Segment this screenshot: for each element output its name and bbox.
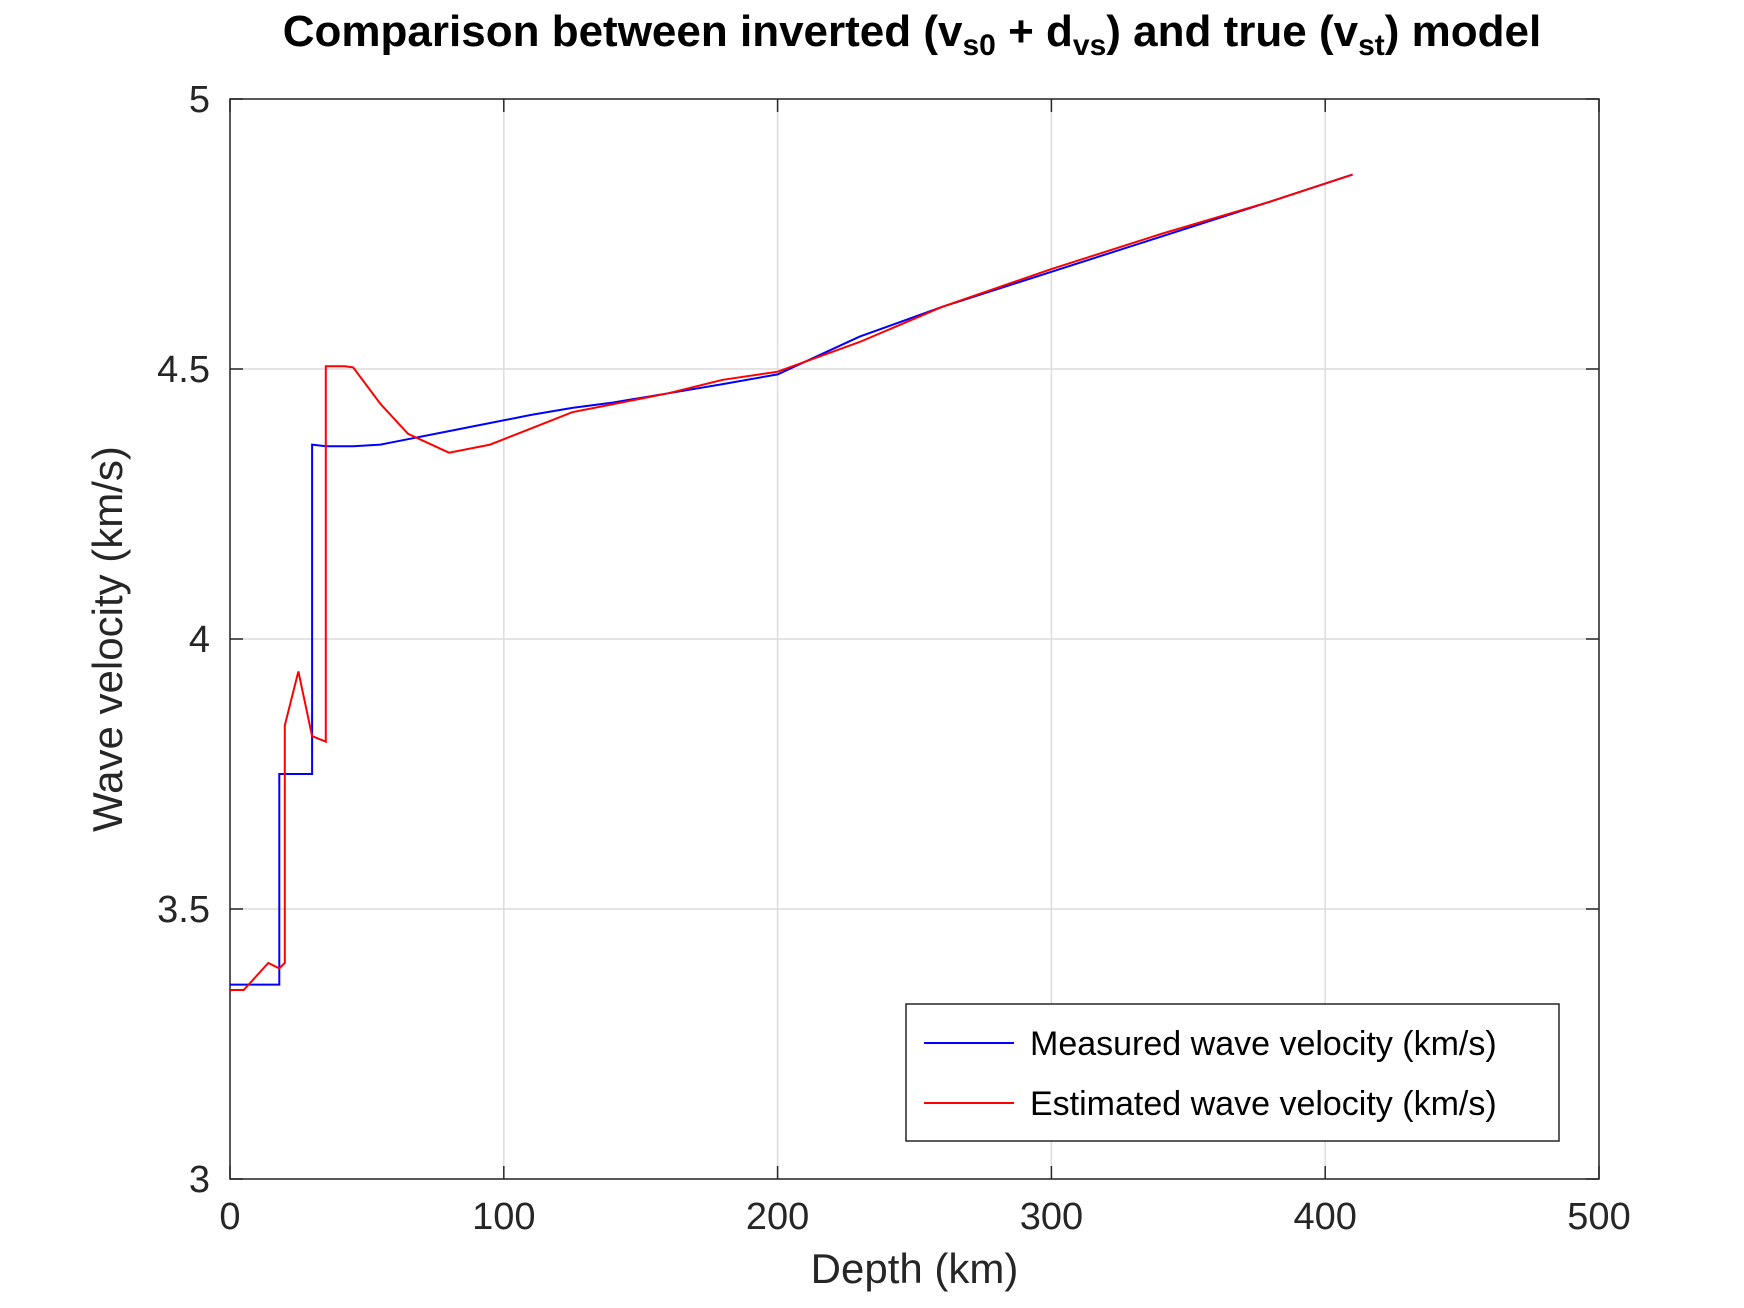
x-axis-label: Depth (km) [811,1245,1019,1292]
legend: Measured wave velocity (km/s) Estimated w… [905,1003,1560,1142]
series-line [230,173,1353,991]
x-tick-label: 400 [1293,1196,1356,1238]
y-tick-label: 4 [189,619,210,661]
title-part: Comparison between inverted (v [283,7,963,56]
x-tick-label: 200 [746,1196,809,1238]
x-tick-label: 300 [1020,1196,1083,1238]
x-tick-label: 100 [472,1196,535,1238]
chart-title: Comparison between inverted (vs0 + dvs) … [283,7,1541,62]
x-tick-label: 0 [219,1196,240,1238]
series-line [230,173,1353,986]
y-tick-label: 3 [189,1159,210,1201]
title-part: s0 [962,29,995,62]
series-lines [230,173,1353,991]
legend-entry-label: Measured wave velocity (km/s) [1030,1025,1497,1063]
y-axis-label: Wave velocity (km/s) [84,446,131,832]
x-tick-label: 500 [1567,1196,1630,1238]
y-tick-label: 5 [189,79,210,121]
legend-box [905,1003,1560,1142]
title-part: vs [1073,29,1106,62]
y-tick-label: 4.5 [157,349,210,391]
legend-entry-label: Estimated wave velocity (km/s) [1030,1085,1497,1123]
title-part: ) model [1385,7,1541,56]
title-part: st [1358,29,1385,62]
title-part: ) and true (v [1106,7,1358,56]
title-part: + d [996,7,1073,56]
axis-ticks: 0 100 200 300 400 500 3 3.5 4 4.5 5 [157,79,1631,1238]
y-tick-label: 3.5 [157,889,210,931]
